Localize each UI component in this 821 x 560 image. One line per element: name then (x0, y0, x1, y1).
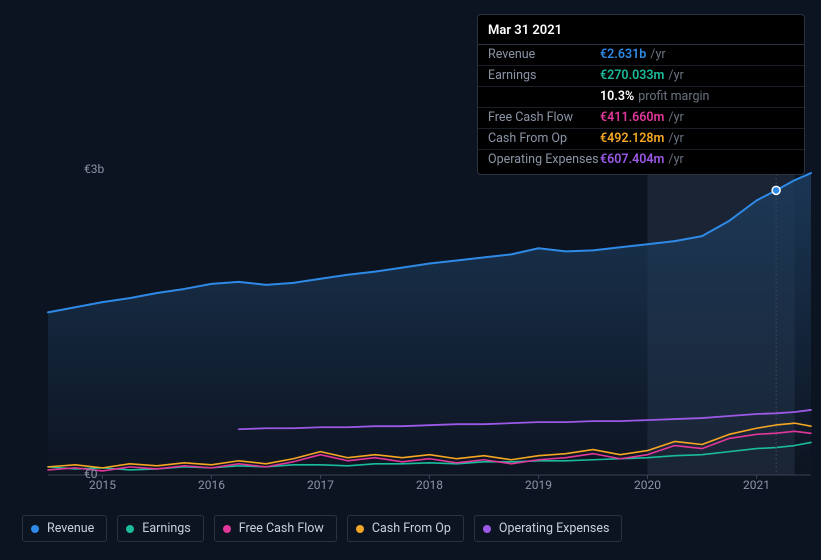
tooltip-metric-suffix: /yr (668, 152, 683, 168)
tooltip-metric-value: €270.033m (600, 68, 664, 84)
tooltip-metric-value: €411.660m (600, 110, 664, 126)
legend-label: Earnings (142, 521, 190, 536)
tooltip-metric-label: Earnings (488, 68, 600, 84)
hover-tooltip: Mar 31 2021 Revenue€2.631b/yrEarnings€27… (477, 14, 805, 175)
tooltip-metric-value: €2.631b (600, 47, 646, 63)
x-axis-tick: 2016 (198, 478, 225, 492)
x-axis-tick: 2018 (416, 478, 443, 492)
legend-dot (356, 525, 364, 533)
legend-item-cash_from_op[interactable]: Cash From Op (347, 515, 464, 542)
x-axis-tick: 2015 (89, 478, 116, 492)
legend-label: Operating Expenses (499, 521, 610, 536)
tooltip-metric-suffix: /yr (668, 110, 683, 126)
legend-dot (31, 525, 39, 533)
legend-label: Cash From Op (372, 521, 451, 536)
tooltip-row: Free Cash Flow€411.660m/yr (478, 108, 804, 129)
legend-item-free_cash_flow[interactable]: Free Cash Flow (214, 515, 337, 542)
x-axis: 2015 2016 2017 2018 2019 2020 2021 (48, 474, 811, 492)
tooltip-metric-value: €607.404m (600, 152, 664, 168)
tooltip-metric-label: Free Cash Flow (488, 110, 600, 126)
tooltip-metric-suffix: profit margin (638, 89, 709, 105)
tooltip-metric-label: Cash From Op (488, 131, 600, 147)
chart-container: Mar 31 2021 Revenue€2.631b/yrEarnings€27… (0, 0, 821, 560)
tooltip-metric-label (488, 89, 600, 105)
tooltip-metric-value: €492.128m (600, 131, 664, 147)
legend-label: Free Cash Flow (239, 521, 324, 536)
tooltip-row: Cash From Op€492.128m/yr (478, 129, 804, 150)
tooltip-metric-label: Revenue (488, 47, 600, 63)
tooltip-row: Operating Expenses€607.404m/yr (478, 150, 804, 170)
x-axis-tick: 2019 (525, 478, 552, 492)
legend: Revenue Earnings Free Cash Flow Cash From O… (22, 515, 622, 542)
tooltip-row: 10.3%profit margin (478, 87, 804, 108)
tooltip-metric-value: 10.3% (600, 89, 634, 105)
tooltip-metric-label: Operating Expenses (488, 152, 600, 168)
tooltip-metric-suffix: /yr (668, 131, 683, 147)
y-axis-tick: €3b (62, 162, 124, 176)
legend-dot (483, 525, 491, 533)
x-axis-tick: 2020 (634, 478, 661, 492)
tooltip-date: Mar 31 2021 (478, 19, 804, 45)
legend-dot (126, 525, 134, 533)
tooltip-metric-suffix: /yr (668, 68, 683, 84)
legend-dot (223, 525, 231, 533)
hover-marker (772, 186, 780, 194)
legend-item-revenue[interactable]: Revenue (22, 515, 107, 542)
legend-item-earnings[interactable]: Earnings (117, 515, 203, 542)
tooltip-metric-suffix: /yr (650, 47, 665, 63)
tooltip-row: Revenue€2.631b/yr (478, 45, 804, 66)
x-axis-tick: 2017 (307, 478, 334, 492)
legend-item-operating_expenses[interactable]: Operating Expenses (474, 515, 623, 542)
tooltip-row: Earnings€270.033m/yr (478, 66, 804, 87)
legend-label: Revenue (47, 521, 94, 536)
x-axis-tick: 2021 (743, 478, 770, 492)
